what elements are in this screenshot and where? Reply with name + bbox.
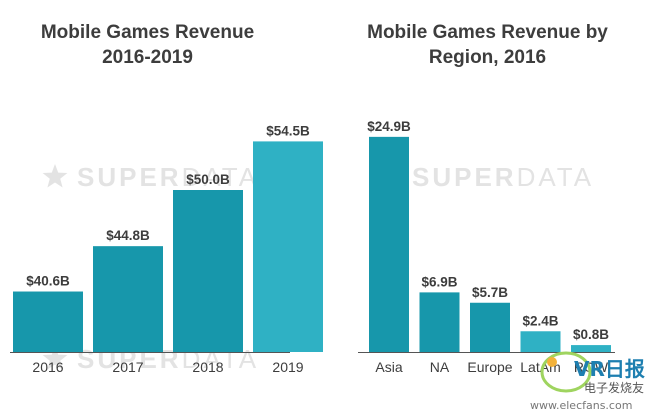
brand-url: www.elecfans.com <box>530 399 632 412</box>
x-tick-label: 2017 <box>112 359 143 375</box>
left-bar-chart: $40.6B 2016 $44.8B 2017 $50.0B 2018 $54.5B 2019 <box>10 123 323 375</box>
star-icon <box>42 346 68 370</box>
x-tick-label: 2019 <box>272 359 303 375</box>
x-tick-label: Asia <box>375 359 402 375</box>
bar-na <box>419 292 460 352</box>
left-chart-watermark: SUPERDATA <box>42 162 259 192</box>
watermark-prefix: SUPER <box>412 162 517 192</box>
bar-latam <box>520 331 561 352</box>
value-label: $50.0B <box>186 172 230 187</box>
x-tick-label: NA <box>430 359 450 375</box>
right-chart-title: Mobile Games Revenue by Region, 2016 <box>345 20 630 70</box>
value-label: $0.8B <box>573 327 609 342</box>
value-label: $2.4B <box>522 313 558 328</box>
right-title-line-1: Mobile Games Revenue by <box>367 22 608 43</box>
right-bar-chart: $24.9BAsia$6.9BNA$5.7BEurope$2.4BLatAm$0… <box>358 119 615 375</box>
bar-row <box>571 345 611 352</box>
x-tick-label: 2018 <box>192 359 223 375</box>
bar-2016 <box>13 291 83 352</box>
x-tick-label: Europe <box>467 359 512 375</box>
bar-asia <box>369 136 409 352</box>
value-label: $54.5B <box>266 123 310 138</box>
bar-2019 <box>253 141 323 352</box>
value-label: $40.6B <box>26 274 70 289</box>
left-title-line-2: 2016-2019 <box>102 47 193 68</box>
right-title-line-2: Region, 2016 <box>428 47 547 68</box>
left-chart-title: Mobile Games Revenue 2016-2019 <box>10 20 285 70</box>
brand-subtitle: 电子发烧友 <box>584 380 644 395</box>
x-tick-label: ROW <box>574 359 609 375</box>
vr-logo-icon <box>540 351 592 393</box>
x-tick-label: 2016 <box>32 359 63 375</box>
value-label: $44.8B <box>106 228 150 243</box>
value-label: $24.9B <box>367 119 411 134</box>
value-label: $5.7B <box>472 285 508 300</box>
watermark-suffix: DATA <box>517 162 594 192</box>
bar-europe <box>470 302 510 352</box>
left-title-line-1: Mobile Games Revenue <box>40 22 255 43</box>
watermark-prefix: SUPER <box>77 162 182 192</box>
watermark-suffix: DATA <box>182 162 259 192</box>
bar-2018 <box>173 190 243 352</box>
watermark-text: SUPERDATA <box>412 162 594 192</box>
brand-logo-text: VR日报 <box>574 357 645 381</box>
watermark-text: SUPERDATA <box>77 162 259 192</box>
value-label: $6.9B <box>421 274 457 289</box>
right-chart-watermark: SUPERDATA <box>377 162 594 192</box>
star-icon <box>42 164 68 188</box>
logo-dot-icon <box>547 357 557 367</box>
bar-2017 <box>93 246 163 352</box>
